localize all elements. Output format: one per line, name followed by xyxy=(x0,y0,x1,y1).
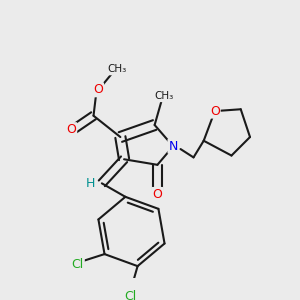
Text: Cl: Cl xyxy=(124,290,136,300)
Text: Cl: Cl xyxy=(72,258,84,271)
Text: O: O xyxy=(93,83,103,96)
Text: CH₃: CH₃ xyxy=(154,91,173,101)
Text: CH₃: CH₃ xyxy=(107,64,126,74)
Text: H: H xyxy=(86,177,95,190)
Text: O: O xyxy=(66,123,76,136)
Text: O: O xyxy=(210,105,220,118)
Text: O: O xyxy=(152,188,162,201)
Text: N: N xyxy=(169,140,178,153)
